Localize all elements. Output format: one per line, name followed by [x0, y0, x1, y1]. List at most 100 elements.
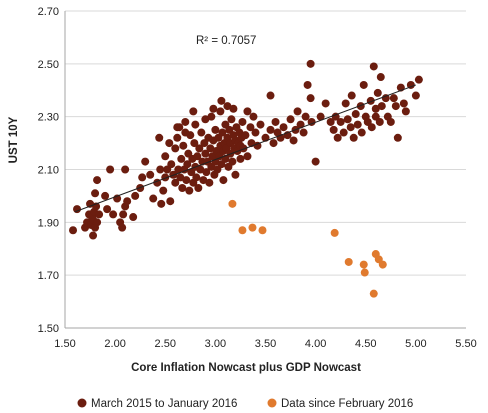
y-axis-title: UST 10Y — [8, 116, 20, 163]
data-point-march2015-jan2016 — [95, 210, 104, 219]
x-axis-title: Core Inflation Nowcast plus GDP Nowcast — [131, 362, 361, 374]
x-tick-label: 3.50 — [255, 338, 276, 350]
y-tick-label: 1.50 — [38, 323, 59, 335]
data-point-march2015-jan2016 — [121, 165, 130, 174]
data-point-march2015-jan2016 — [218, 128, 227, 137]
data-point-march2015-jan2016 — [138, 173, 147, 182]
data-point-march2015-jan2016 — [181, 128, 190, 137]
data-point-march2015-jan2016 — [103, 205, 112, 214]
legend-marker — [77, 398, 87, 408]
data-point-since-feb2016 — [344, 257, 353, 266]
data-point-march2015-jan2016 — [266, 125, 275, 134]
x-tick-label: 5.00 — [405, 338, 426, 350]
legend-label: March 2015 to January 2016 — [91, 398, 237, 410]
data-point-march2015-jan2016 — [231, 170, 240, 179]
data-point-march2015-jan2016 — [341, 99, 350, 108]
data-point-march2015-jan2016 — [93, 176, 102, 185]
data-point-march2015-jan2016 — [171, 178, 180, 187]
x-tick-label: 2.00 — [104, 338, 125, 350]
data-point-march2015-jan2016 — [377, 102, 386, 111]
x-tick-label: 5.50 — [455, 338, 476, 350]
data-point-march2015-jan2016 — [406, 80, 415, 89]
data-point-march2015-jan2016 — [197, 128, 206, 137]
data-point-march2015-jan2016 — [195, 144, 204, 153]
data-point-march2015-jan2016 — [251, 128, 260, 137]
data-point-march2015-jan2016 — [238, 117, 247, 126]
data-point-march2015-jan2016 — [301, 112, 310, 121]
data-point-march2015-jan2016 — [174, 165, 183, 174]
data-point-march2015-jan2016 — [173, 133, 182, 142]
data-point-march2015-jan2016 — [192, 173, 201, 182]
data-point-march2015-jan2016 — [209, 104, 218, 113]
legend-marker — [267, 398, 277, 408]
data-point-march2015-jan2016 — [414, 75, 423, 84]
data-point-march2015-jan2016 — [191, 120, 200, 129]
data-point-march2015-jan2016 — [178, 183, 187, 192]
data-point-since-feb2016 — [248, 223, 257, 232]
data-point-march2015-jan2016 — [223, 102, 232, 111]
data-point-march2015-jan2016 — [201, 115, 210, 124]
data-point-march2015-jan2016 — [339, 128, 348, 137]
data-point-march2015-jan2016 — [336, 117, 345, 126]
data-point-march2015-jan2016 — [173, 123, 182, 132]
data-point-march2015-jan2016 — [106, 165, 115, 174]
data-point-march2015-jan2016 — [109, 210, 118, 219]
data-point-march2015-jan2016 — [249, 112, 258, 121]
data-point-march2015-jan2016 — [376, 73, 385, 82]
data-point-march2015-jan2016 — [303, 80, 312, 89]
data-point-since-feb2016 — [359, 260, 368, 269]
x-tick-label: 3.00 — [205, 338, 226, 350]
data-point-march2015-jan2016 — [183, 160, 192, 169]
data-point-march2015-jan2016 — [185, 186, 194, 195]
data-point-since-feb2016 — [228, 199, 237, 208]
data-point-march2015-jan2016 — [119, 210, 128, 219]
data-point-march2015-jan2016 — [229, 104, 238, 113]
r-squared-annotation: R² = 0.7057 — [196, 35, 256, 47]
data-point-march2015-jan2016 — [393, 133, 402, 142]
data-point-march2015-jan2016 — [93, 218, 102, 227]
grid-lines — [65, 10, 466, 329]
data-point-march2015-jan2016 — [271, 117, 280, 126]
data-point-march2015-jan2016 — [306, 94, 315, 103]
data-point-march2015-jan2016 — [129, 213, 138, 222]
data-point-march2015-jan2016 — [207, 112, 216, 121]
data-point-march2015-jan2016 — [241, 131, 250, 140]
data-point-march2015-jan2016 — [236, 154, 245, 163]
data-point-march2015-jan2016 — [326, 117, 335, 126]
data-point-march2015-jan2016 — [193, 152, 202, 161]
data-point-march2015-jan2016 — [156, 165, 165, 174]
trendline — [74, 84, 417, 213]
data-point-march2015-jan2016 — [411, 91, 420, 100]
data-point-march2015-jan2016 — [159, 186, 168, 195]
data-point-march2015-jan2016 — [190, 139, 199, 148]
data-point-march2015-jan2016 — [289, 136, 298, 145]
data-point-march2015-jan2016 — [211, 125, 220, 134]
data-point-march2015-jan2016 — [131, 191, 140, 200]
data-point-march2015-jan2016 — [256, 120, 265, 129]
data-point-march2015-jan2016 — [91, 189, 100, 198]
data-point-march2015-jan2016 — [399, 99, 408, 108]
data-point-march2015-jan2016 — [167, 160, 176, 169]
data-point-march2015-jan2016 — [286, 115, 295, 124]
data-point-march2015-jan2016 — [199, 176, 208, 185]
data-point-march2015-jan2016 — [311, 157, 320, 166]
data-point-march2015-jan2016 — [217, 96, 226, 105]
data-point-march2015-jan2016 — [171, 144, 180, 153]
data-point-march2015-jan2016 — [69, 226, 78, 235]
data-point-march2015-jan2016 — [299, 128, 308, 137]
data-point-march2015-jan2016 — [316, 112, 325, 121]
y-tick-label: 2.70 — [38, 6, 59, 18]
data-point-march2015-jan2016 — [155, 133, 164, 142]
y-tick-label: 2.10 — [38, 165, 59, 177]
y-tick-label: 1.90 — [38, 217, 59, 229]
x-tick-label: 4.50 — [355, 338, 376, 350]
y-tick-label: 1.70 — [38, 270, 59, 282]
data-point-march2015-jan2016 — [123, 197, 132, 206]
data-point-march2015-jan2016 — [371, 104, 380, 113]
x-tick-label: 4.00 — [305, 338, 326, 350]
data-point-march2015-jan2016 — [176, 173, 185, 182]
data-point-march2015-jan2016 — [375, 117, 384, 126]
data-point-march2015-jan2016 — [401, 107, 410, 116]
data-point-march2015-jan2016 — [293, 107, 302, 116]
